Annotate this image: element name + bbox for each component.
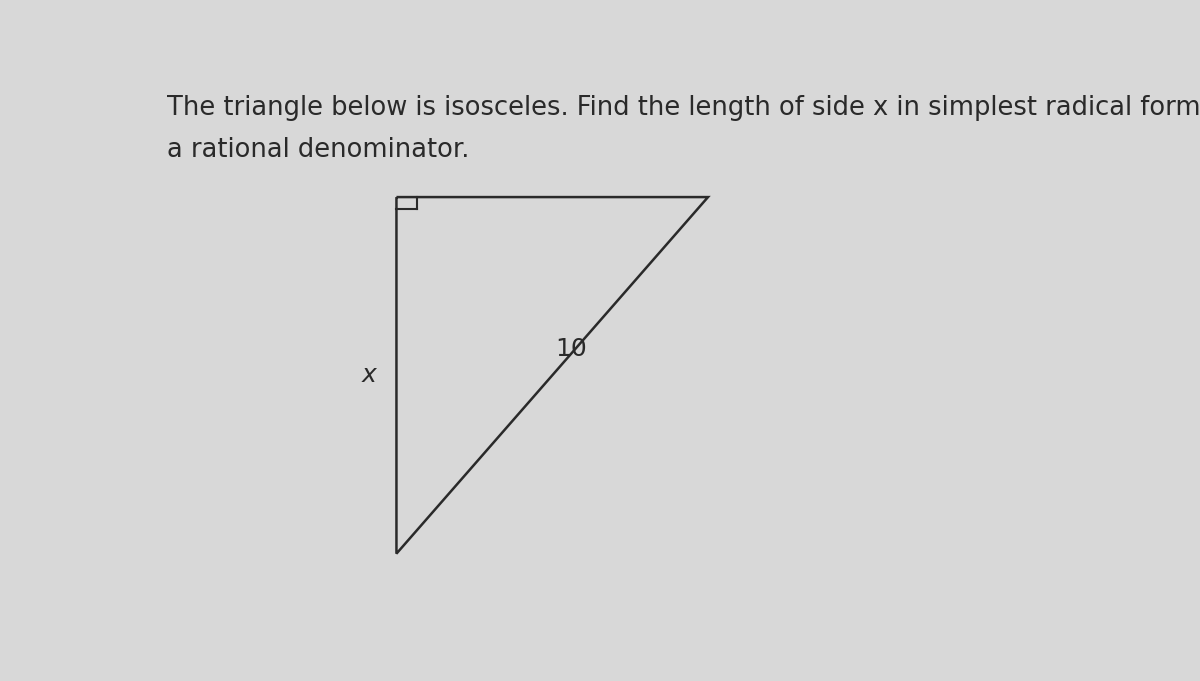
Text: a rational denominator.: a rational denominator. xyxy=(167,137,469,163)
Text: The triangle below is isosceles. Find the length of side x in simplest radical f: The triangle below is isosceles. Find th… xyxy=(167,95,1200,121)
Text: x: x xyxy=(361,364,376,387)
Text: 10: 10 xyxy=(554,337,587,361)
